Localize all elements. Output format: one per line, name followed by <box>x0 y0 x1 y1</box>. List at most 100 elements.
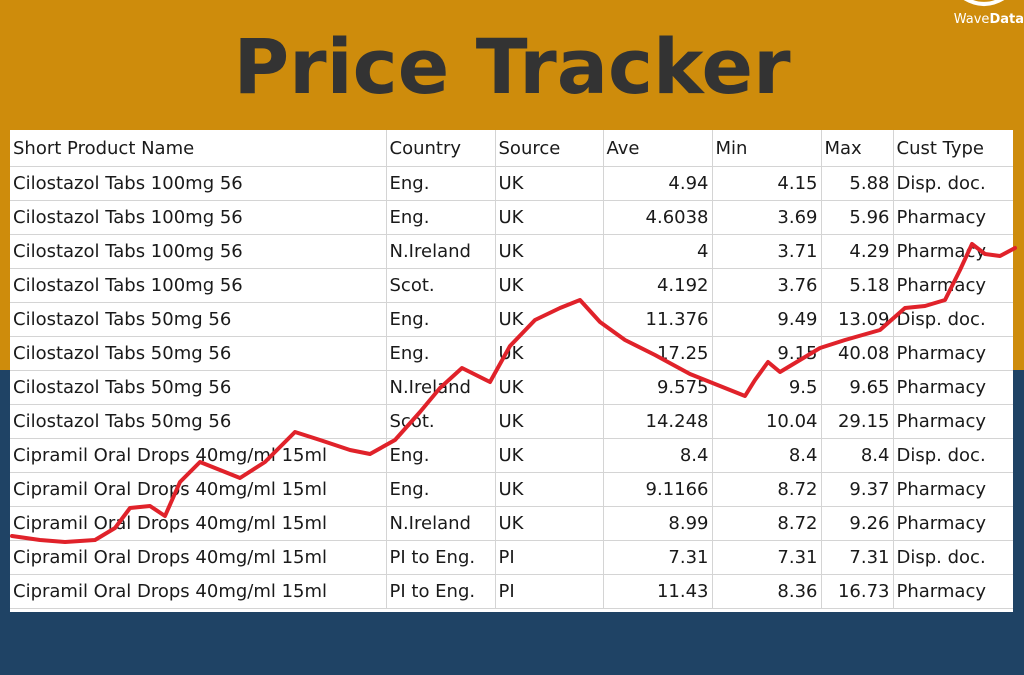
table-row: Cilostazol Tabs 50mg 56 Eng. UK 17.25 9.15 40… <box>10 336 1013 371</box>
table-cell: UK <box>495 234 604 269</box>
table-row: Cipramil Oral Drops 40mg/ml 15ml PI to En… <box>10 540 1013 575</box>
table-row: Cilostazol Tabs 50mg 56 N.Ireland UK 9.575 9… <box>10 370 1013 405</box>
table-cell: 4.6038 <box>603 200 713 235</box>
table-cell: 8.36 <box>712 574 822 609</box>
table-cell: 9.5 <box>712 370 822 405</box>
table-cell: 5.88 <box>821 166 894 201</box>
table-cell: UK <box>495 370 604 405</box>
table-cell: 9.37 <box>821 472 894 507</box>
table-cell: N.Ireland <box>386 370 496 405</box>
table-cell: 13.09 <box>821 302 894 337</box>
table-cell: 9.575 <box>603 370 713 405</box>
table-cell: 16.73 <box>821 574 894 609</box>
table-cell: Disp. doc. <box>893 540 1013 575</box>
table-cell: Eng. <box>386 336 496 371</box>
table-cell: 4.29 <box>821 234 894 269</box>
table-row: Cilostazol Tabs 50mg 56 Eng. UK 11.376 9.49 1… <box>10 302 1013 337</box>
table-cell: 4.192 <box>603 268 713 303</box>
table-row: Cilostazol Tabs 100mg 56 N.Ireland UK 4 3.71… <box>10 234 1013 269</box>
table-cell: UK <box>495 438 604 473</box>
table-cell: Scot. <box>386 268 496 303</box>
table-cell: Pharmacy <box>893 404 1013 439</box>
table-cell: Cilostazol Tabs 50mg 56 <box>10 302 387 337</box>
table-row: Cilostazol Tabs 100mg 56 Scot. UK 4.192 3.76… <box>10 268 1013 303</box>
table-row: Cilostazol Tabs 50mg 56 Scot. UK 14.248 10.0… <box>10 404 1013 439</box>
table-cell: Cilostazol Tabs 50mg 56 <box>10 370 387 405</box>
table-cell: UK <box>495 404 604 439</box>
table-cell: Cilostazol Tabs 100mg 56 <box>10 234 387 269</box>
table-cell: Cilostazol Tabs 50mg 56 <box>10 336 387 371</box>
table-row: Cilostazol Tabs 100mg 56 Eng. UK 4.94 4.15 5.… <box>10 166 1013 201</box>
table-cell: Eng. <box>386 438 496 473</box>
table-cell: Eng. <box>386 302 496 337</box>
table-cell: Pharmacy <box>893 234 1013 269</box>
table-cell: Disp. doc. <box>893 302 1013 337</box>
table-cell: 9.26 <box>821 506 894 541</box>
table-cell: Pharmacy <box>893 472 1013 507</box>
table-row: Cipramil Oral Drops 40mg/ml 15ml Eng. UK 8.… <box>10 438 1013 473</box>
table-cell: PI to Eng. <box>386 574 496 609</box>
column-header: Country <box>386 130 496 167</box>
table-row: Cipramil Oral Drops 40mg/ml 15ml N.Irelan… <box>10 506 1013 541</box>
table-cell: PI to Eng. <box>386 540 496 575</box>
table-cell: UK <box>495 166 604 201</box>
table-cell: Disp. doc. <box>893 166 1013 201</box>
table-cell: 29.15 <box>821 404 894 439</box>
logo-wordmark: WaveData <box>953 12 1024 27</box>
table-cell: 11.376 <box>603 302 713 337</box>
table-cell: 5.18 <box>821 268 894 303</box>
table-cell: 3.71 <box>712 234 822 269</box>
table-cell: Pharmacy <box>893 370 1013 405</box>
table-cell: 8.72 <box>712 506 822 541</box>
table-cell: Cipramil Oral Drops 40mg/ml 15ml <box>10 438 387 473</box>
table-cell: Disp. doc. <box>893 438 1013 473</box>
table-cell: 5.96 <box>821 200 894 235</box>
table-body: Cilostazol Tabs 100mg 56 Eng. UK 4.94 4.15 5.… <box>10 166 1013 609</box>
table-cell: 4.94 <box>603 166 713 201</box>
table-cell: Pharmacy <box>893 506 1013 541</box>
table-cell: 9.15 <box>712 336 822 371</box>
table-cell: UK <box>495 302 604 337</box>
table-cell: UK <box>495 336 604 371</box>
table-header-row: Short Product Name Country Source Ave Min Max… <box>10 130 1013 167</box>
table-cell: 4 <box>603 234 713 269</box>
table-cell: Cipramil Oral Drops 40mg/ml 15ml <box>10 506 387 541</box>
table-cell: Cipramil Oral Drops 40mg/ml 15ml <box>10 472 387 507</box>
table-cell: 7.31 <box>821 540 894 575</box>
table-cell: 17.25 <box>603 336 713 371</box>
table-cell: Pharmacy <box>893 336 1013 371</box>
wave-logo-icon <box>963 0 1005 6</box>
table-cell: UK <box>495 506 604 541</box>
column-header: Min <box>712 130 822 167</box>
table-cell: UK <box>495 472 604 507</box>
table-cell: 8.4 <box>712 438 822 473</box>
table-cell: N.Ireland <box>386 506 496 541</box>
table-row: Cilostazol Tabs 100mg 56 Eng. UK 4.6038 3.69… <box>10 200 1013 235</box>
price-table: Short Product Name Country Source Ave Min Max… <box>10 130 1013 609</box>
table-cell: Eng. <box>386 200 496 235</box>
table-cell: Pharmacy <box>893 574 1013 609</box>
price-spreadsheet: Short Product Name Country Source Ave Min Max… <box>10 130 1013 612</box>
table-cell: UK <box>495 268 604 303</box>
column-header: Source <box>495 130 604 167</box>
table-cell: 9.1166 <box>603 472 713 507</box>
table-cell: 3.69 <box>712 200 822 235</box>
table-cell: 4.15 <box>712 166 822 201</box>
table-cell: 10.04 <box>712 404 822 439</box>
table-cell: 7.31 <box>603 540 713 575</box>
column-header: Max <box>821 130 894 167</box>
table-row: Cipramil Oral Drops 40mg/ml 15ml PI to En… <box>10 574 1013 609</box>
table-cell: 8.99 <box>603 506 713 541</box>
table-cell: PI <box>495 540 604 575</box>
table-cell: Cilostazol Tabs 100mg 56 <box>10 268 387 303</box>
table-cell: Cipramil Oral Drops 40mg/ml 15ml <box>10 540 387 575</box>
table-cell: 14.248 <box>603 404 713 439</box>
table-cell: Scot. <box>386 404 496 439</box>
table-cell: Cilostazol Tabs 50mg 56 <box>10 404 387 439</box>
table-cell: Eng. <box>386 472 496 507</box>
page-title: Price Tracker <box>233 22 791 111</box>
table-cell: 11.43 <box>603 574 713 609</box>
table-row: Cipramil Oral Drops 40mg/ml 15ml Eng. UK 9.… <box>10 472 1013 507</box>
table-cell: 9.65 <box>821 370 894 405</box>
table-cell: Eng. <box>386 166 496 201</box>
